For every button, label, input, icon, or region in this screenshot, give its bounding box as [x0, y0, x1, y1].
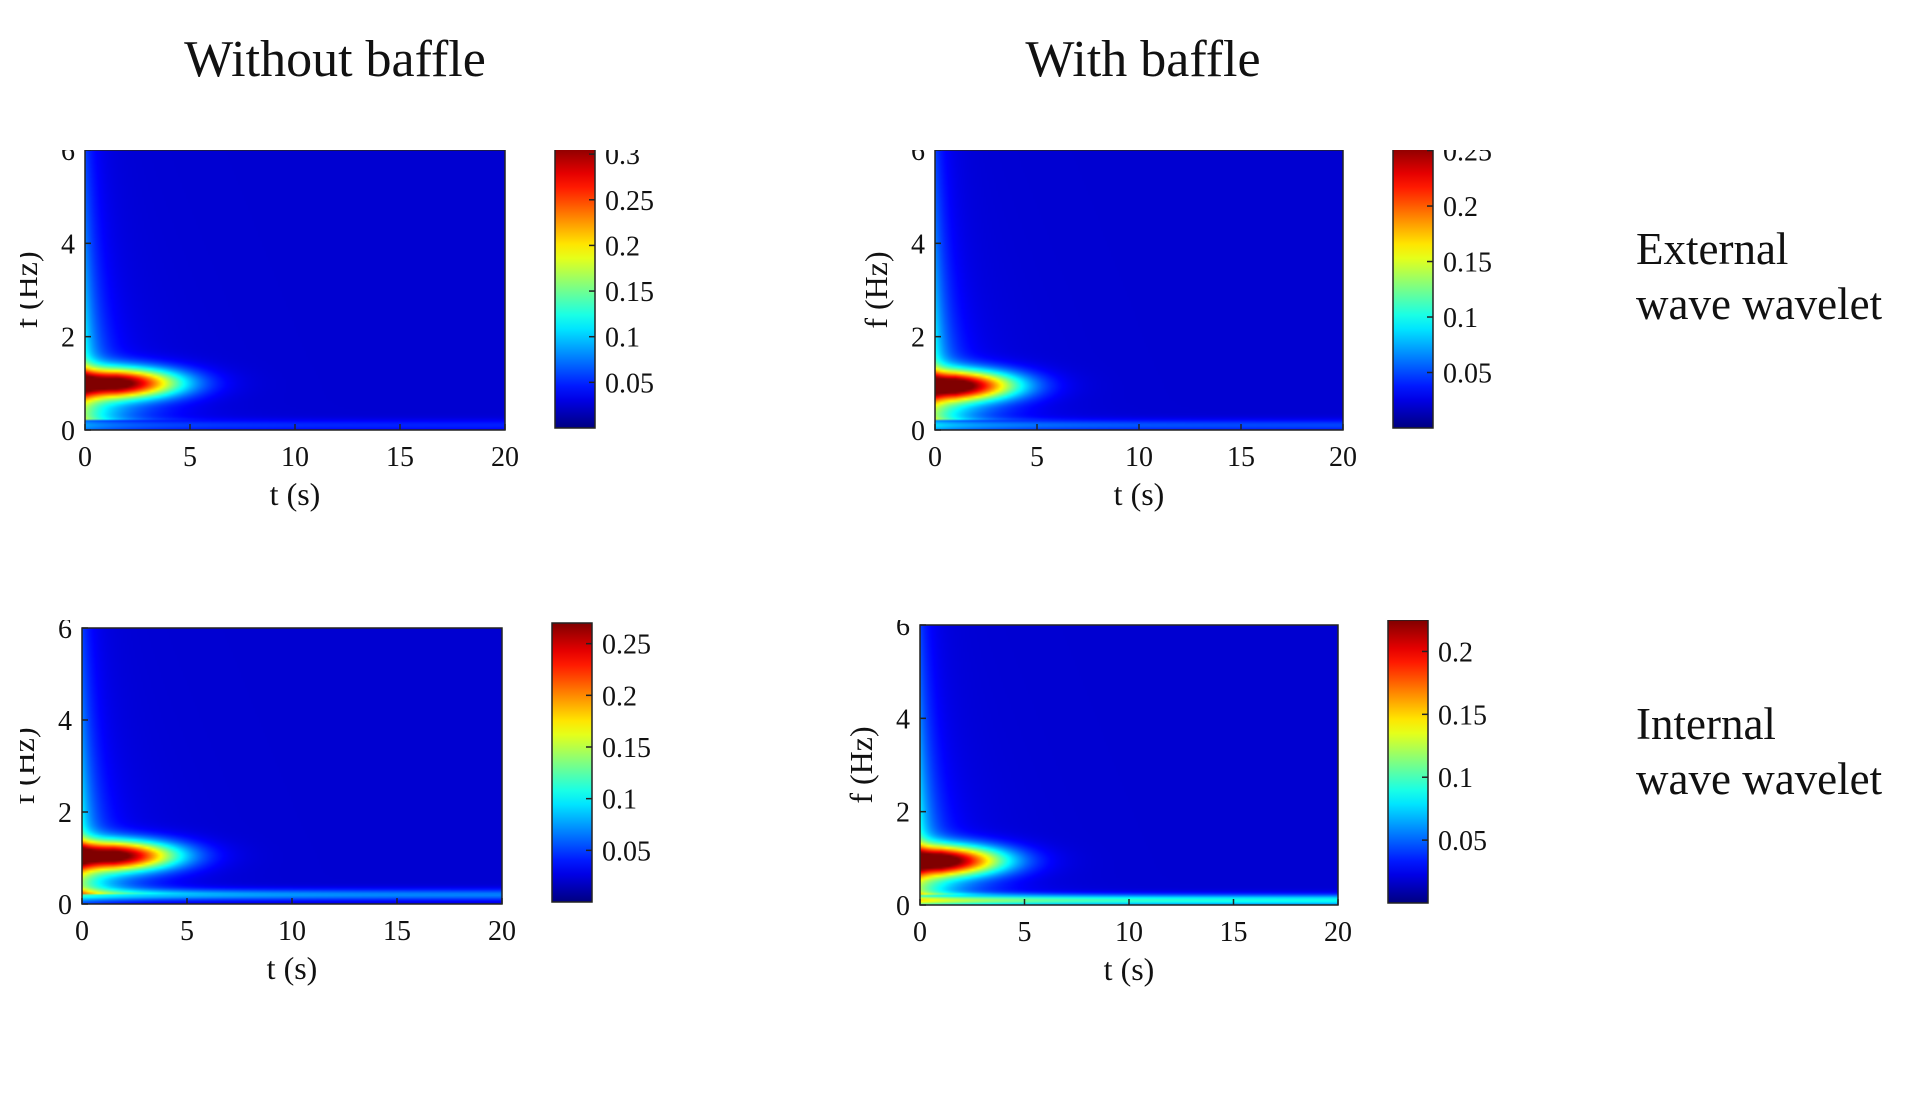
row-label-external: External wave wavelet	[1636, 222, 1882, 332]
x-tick-label: 15	[1220, 917, 1248, 948]
x-axis-label: t (s)	[270, 476, 321, 512]
x-tick-label: 0	[928, 442, 942, 473]
y-tick-label: 4	[911, 229, 925, 260]
y-tick-label: 6	[58, 620, 72, 645]
colorbar-tick-label: 0.15	[605, 277, 654, 308]
y-axis-label: f (Hz)	[843, 726, 879, 803]
y-tick-label: 4	[58, 706, 72, 737]
colorbar-tick-label: 0.1	[605, 323, 640, 354]
chart-internal-with-baffle: 0 5 10 15 20 0 2 4 6 t (s) f (Hz) 0.05 0.1 0.15 0.2	[843, 620, 1487, 987]
y-tick-label: 6	[61, 150, 75, 167]
x-tick-label: 15	[383, 916, 411, 947]
x-tick-label: 5	[1030, 442, 1044, 473]
heatmap-raster	[82, 628, 502, 904]
heatmap-raster	[85, 150, 505, 430]
chart-external-with-baffle: 0 5 10 15 20 0 2 4 6 t (s) f (Hz) 0.05 0.1 0.15 0.2 0.2…	[858, 150, 1492, 512]
x-tick-label: 20	[491, 442, 519, 473]
x-tick-label: 0	[913, 917, 927, 948]
row-label-internal-line2: wave wavelet	[1636, 754, 1883, 804]
colorbar-tick-label: 0.1	[602, 785, 637, 816]
colorbar-tick-label: 0.25	[602, 630, 651, 661]
colorbar	[554, 150, 596, 429]
y-tick-label: 0	[911, 416, 925, 447]
x-axis-label: t (s)	[1104, 951, 1155, 987]
x-tick-label: 5	[1018, 917, 1032, 948]
y-tick-label: 6	[896, 620, 910, 642]
x-tick-label: 20	[1324, 917, 1352, 948]
y-tick-label: 0	[896, 891, 910, 922]
colorbar-tick-label: 0.2	[602, 681, 637, 712]
x-tick-label: 10	[1125, 442, 1153, 473]
x-tick-label: 15	[1227, 442, 1255, 473]
colorbar	[1392, 150, 1434, 429]
colorbar-tick-label: 0.3	[605, 150, 640, 171]
column-title-without-baffle: Without baffle	[184, 31, 486, 88]
column-title-with-baffle: With baffle	[1025, 31, 1261, 88]
x-tick-label: 15	[386, 442, 414, 473]
colorbar-tick-label: 0.2	[605, 231, 640, 262]
y-tick-label: 2	[61, 323, 75, 354]
colorbar-tick-label: 0.25	[605, 186, 654, 217]
colorbar-tick-label: 0.1	[1438, 763, 1473, 794]
colorbar-tick-label: 0.05	[605, 368, 654, 399]
colorbar-tick-label: 0.15	[602, 733, 651, 764]
colorbar-tick-label: 0.1	[1443, 303, 1478, 334]
colorbar-tick-label: 0.05	[1438, 826, 1487, 857]
row-label-external-line2: wave wavelet	[1636, 279, 1883, 329]
colorbar-tick-label: 0.25	[1443, 150, 1492, 168]
colorbar	[1387, 620, 1429, 904]
y-axis-label: f (Hz)	[20, 251, 44, 328]
x-axis-label: t (s)	[267, 950, 318, 986]
x-tick-label: 0	[78, 442, 92, 473]
x-tick-label: 10	[278, 916, 306, 947]
y-tick-label: 2	[58, 798, 72, 829]
colorbar-tick-label: 0.05	[1443, 359, 1492, 390]
row-label-internal: Internal wave wavelet	[1636, 697, 1882, 807]
row-label-internal-line1: Internal	[1636, 699, 1776, 749]
colorbar-tick-label: 0.2	[1443, 192, 1478, 223]
chart-internal-without-baffle: 0 5 10 15 20 0 2 4 6 t (s) f (Hz) 0.05 0.1 0.15 0.2 0.2…	[20, 620, 651, 986]
y-tick-label: 0	[61, 416, 75, 447]
y-tick-label: 2	[911, 323, 925, 354]
colorbar-tick-label: 0.15	[1443, 248, 1492, 279]
chart-external-without-baffle: 0 5 10 15 20 0 2 4 6 t (s) f (Hz) 0.05 0.1 0.15 0.2 0.2…	[20, 150, 654, 512]
heatmap-raster	[935, 150, 1343, 430]
y-tick-label: 4	[896, 704, 910, 735]
heatmap-raster	[920, 625, 1338, 905]
x-tick-label: 0	[75, 916, 89, 947]
x-tick-label: 5	[180, 916, 194, 947]
x-tick-label: 20	[488, 916, 516, 947]
y-axis-label: f (Hz)	[20, 727, 41, 804]
x-tick-label: 10	[281, 442, 309, 473]
colorbar-tick-label: 0.15	[1438, 700, 1487, 731]
y-axis-label: f (Hz)	[858, 251, 894, 328]
y-tick-label: 6	[911, 150, 925, 167]
y-tick-label: 2	[896, 798, 910, 829]
y-tick-label: 0	[58, 890, 72, 921]
colorbar-tick-label: 0.05	[602, 836, 651, 867]
x-tick-label: 5	[183, 442, 197, 473]
row-label-external-line1: External	[1636, 224, 1789, 274]
colorbar	[551, 622, 593, 903]
colorbar-tick-label: 0.2	[1438, 637, 1473, 668]
x-tick-label: 10	[1115, 917, 1143, 948]
x-tick-label: 20	[1329, 442, 1357, 473]
y-tick-label: 4	[61, 229, 75, 260]
x-axis-label: t (s)	[1114, 476, 1165, 512]
